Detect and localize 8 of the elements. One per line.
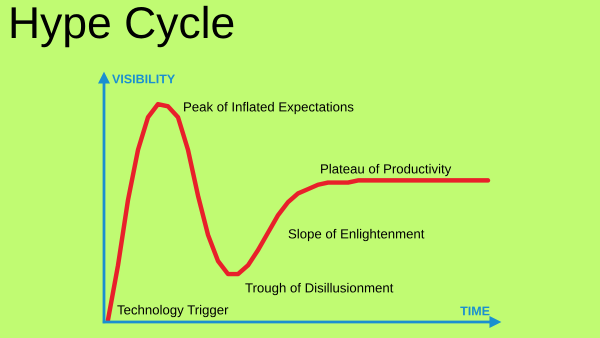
x-axis-title: TIME [460,306,490,316]
y-axis-title: VISIBILITY [112,74,175,84]
chart-title: Hype Cycle [12,6,234,48]
annotation: Plateau of Productivity [321,164,452,176]
annotation: Trough of Disillusionment [245,282,394,296]
annotation: Technology Trigger [117,304,228,318]
annotation: Slope of Enlightenment [288,228,424,242]
annotation: Peak of Inflated Expectations [184,102,354,114]
